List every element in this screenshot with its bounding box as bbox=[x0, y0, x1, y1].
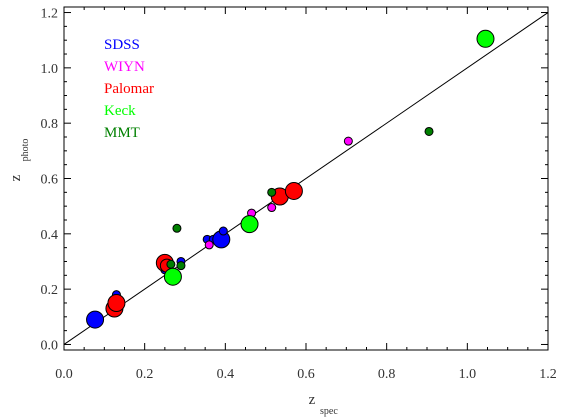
x-axis-label-main: z bbox=[309, 392, 316, 408]
y-tick-label: 0.2 bbox=[41, 283, 59, 298]
series-palomar bbox=[105, 181, 303, 318]
y-axis-label: z photo bbox=[8, 139, 31, 182]
data-point-wiyn bbox=[204, 240, 214, 250]
data-point-mmt bbox=[172, 223, 182, 233]
legend-entry-wiyn: WIYN bbox=[104, 59, 145, 75]
data-points bbox=[86, 29, 495, 329]
data-point-wiyn bbox=[267, 203, 277, 213]
legend-entry-sdss: SDSS bbox=[104, 37, 140, 53]
x-tick-label: 0.8 bbox=[378, 367, 396, 382]
data-point-mmt bbox=[267, 187, 277, 197]
y-tick-label: 1.0 bbox=[41, 62, 59, 77]
data-point-mmt bbox=[424, 126, 434, 136]
y-tick-label: 0.8 bbox=[41, 117, 59, 132]
data-point-mmt bbox=[176, 261, 186, 271]
y-tick-label: 1.2 bbox=[41, 7, 59, 22]
x-tick-label: 0.0 bbox=[55, 367, 73, 382]
data-point-palomar bbox=[284, 181, 303, 200]
series-keck bbox=[163, 29, 495, 286]
x-tick-label: 0.6 bbox=[297, 367, 315, 382]
series-mmt bbox=[166, 126, 434, 271]
y-tick-label: 0.4 bbox=[41, 228, 59, 243]
y-axis-label-subscript: photo bbox=[20, 139, 31, 162]
y-axis-ticks: 0.0 0.2 0.4 0.6 0.8 1.0 1.2 bbox=[41, 7, 548, 353]
legend-entry-palomar: Palomar bbox=[104, 81, 154, 97]
x-axis-label: z bbox=[309, 392, 316, 408]
one-to-one-line bbox=[63, 12, 549, 345]
legend-entry-keck: Keck bbox=[104, 103, 136, 119]
data-point-sdss bbox=[218, 226, 228, 236]
y-tick-label: 0.0 bbox=[41, 338, 59, 353]
y-tick-label: 0.6 bbox=[41, 173, 59, 188]
data-point-keck bbox=[240, 215, 259, 234]
x-axis-label-subscript: spec bbox=[320, 406, 338, 417]
data-point-keck bbox=[163, 267, 182, 286]
x-tick-label: 1.2 bbox=[539, 367, 557, 382]
legend: SDSS WIYN Palomar Keck MMT bbox=[104, 37, 154, 141]
y-axis-label-main: z bbox=[8, 174, 24, 181]
data-point-wiyn bbox=[343, 136, 353, 146]
x-tick-label: 0.2 bbox=[136, 367, 154, 382]
data-point-palomar bbox=[107, 293, 126, 312]
legend-entry-mmt: MMT bbox=[104, 125, 140, 141]
x-tick-label: 0.4 bbox=[217, 367, 235, 382]
x-axis-ticks: 0.0 0.2 0.4 0.6 0.8 1.0 1.2 bbox=[55, 7, 557, 382]
data-point-sdss bbox=[86, 310, 105, 329]
data-point-mmt bbox=[166, 259, 176, 269]
data-point-keck bbox=[476, 29, 495, 48]
x-tick-label: 1.0 bbox=[459, 367, 477, 382]
